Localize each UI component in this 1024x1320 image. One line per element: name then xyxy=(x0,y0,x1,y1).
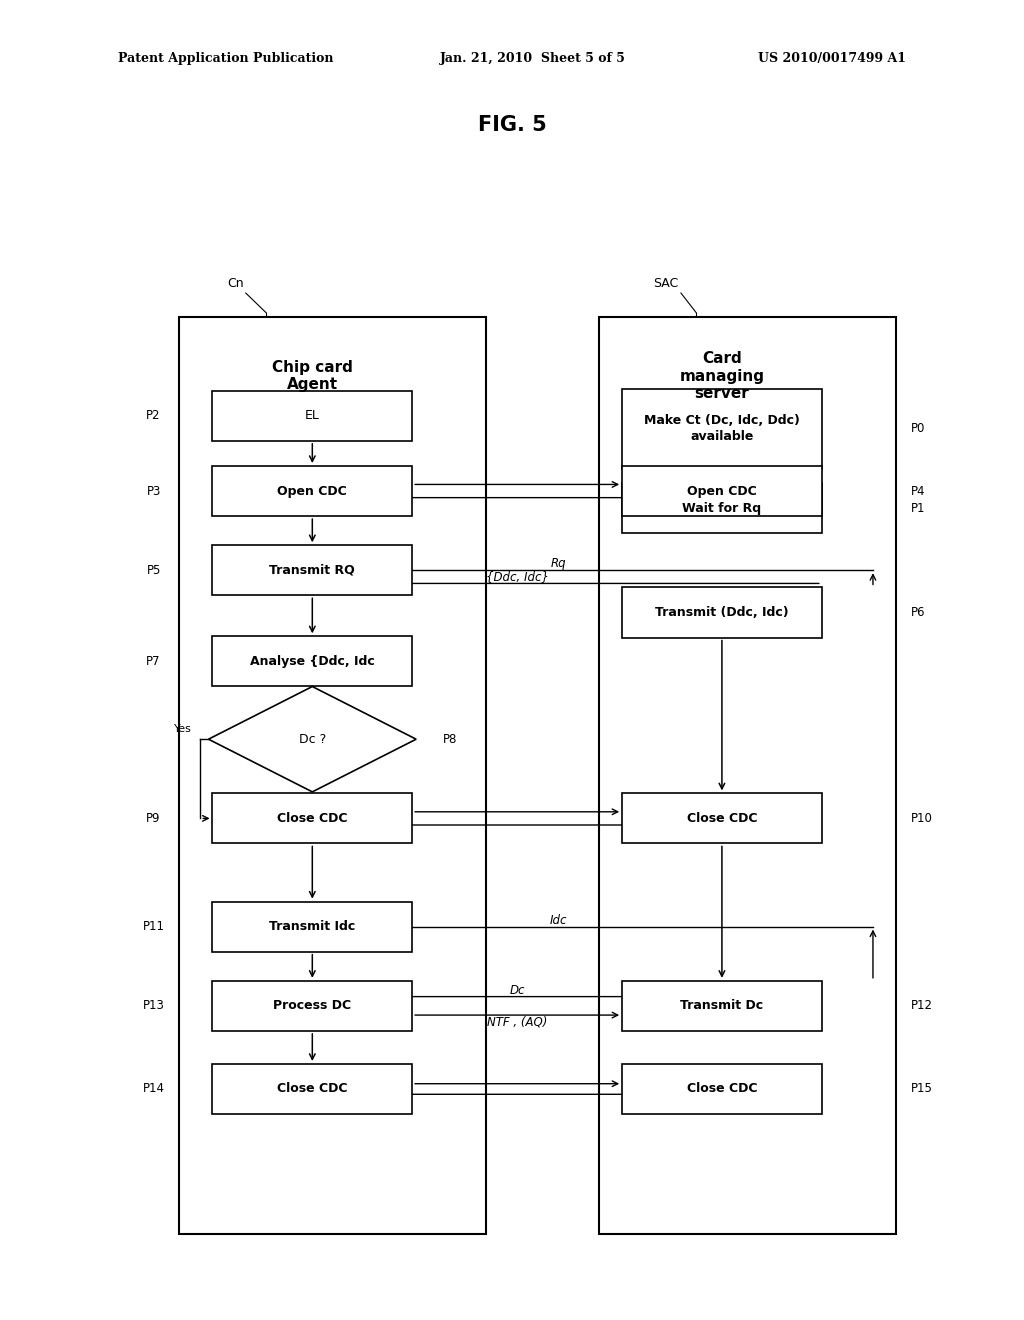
Text: Cn: Cn xyxy=(227,277,244,290)
Text: Transmit Dc: Transmit Dc xyxy=(680,999,764,1012)
Bar xyxy=(622,389,821,469)
Bar xyxy=(622,1064,821,1114)
Bar xyxy=(213,545,412,595)
Text: P2: P2 xyxy=(146,409,161,422)
Bar xyxy=(213,902,412,952)
Text: P13: P13 xyxy=(142,999,165,1012)
Text: Transmit (Ddc, Idc): Transmit (Ddc, Idc) xyxy=(655,606,788,619)
Text: Yes: Yes xyxy=(174,723,193,734)
Text: Rq: Rq xyxy=(550,557,566,570)
Text: P4: P4 xyxy=(911,484,926,498)
Bar xyxy=(213,981,412,1031)
Text: Open CDC: Open CDC xyxy=(687,484,757,498)
Text: P8: P8 xyxy=(442,733,458,746)
Text: FIG. 5: FIG. 5 xyxy=(477,115,547,136)
Text: P1: P1 xyxy=(911,502,926,515)
Text: Analyse {Ddc, Idc: Analyse {Ddc, Idc xyxy=(250,655,375,668)
Text: Close CDC: Close CDC xyxy=(687,1082,757,1096)
Text: Close CDC: Close CDC xyxy=(278,1082,347,1096)
Text: Card
managing
server: Card managing server xyxy=(679,351,765,401)
Bar xyxy=(213,793,412,843)
Bar xyxy=(213,636,412,686)
Text: no: no xyxy=(328,813,342,824)
Text: US 2010/0017499 A1: US 2010/0017499 A1 xyxy=(758,51,906,65)
Text: P6: P6 xyxy=(911,606,926,619)
Text: Open CDC: Open CDC xyxy=(278,484,347,498)
Text: Jan. 21, 2010  Sheet 5 of 5: Jan. 21, 2010 Sheet 5 of 5 xyxy=(440,51,627,65)
Bar xyxy=(622,466,821,516)
Text: Chip card
Agent: Chip card Agent xyxy=(272,360,352,392)
Text: P11: P11 xyxy=(142,920,165,933)
Text: Patent Application Publication: Patent Application Publication xyxy=(118,51,333,65)
Text: P15: P15 xyxy=(911,1082,933,1096)
Text: P14: P14 xyxy=(142,1082,165,1096)
Bar xyxy=(179,317,486,1234)
Bar xyxy=(622,587,821,638)
Text: Wait for Rq: Wait for Rq xyxy=(682,502,762,515)
Text: Idc: Idc xyxy=(549,913,567,927)
Bar xyxy=(622,483,821,533)
Text: P0: P0 xyxy=(911,422,926,436)
Text: EL: EL xyxy=(305,409,319,422)
Text: Process DC: Process DC xyxy=(273,999,351,1012)
Bar xyxy=(599,317,896,1234)
Text: P7: P7 xyxy=(146,655,161,668)
Text: Close CDC: Close CDC xyxy=(278,812,347,825)
Text: P9: P9 xyxy=(146,812,161,825)
Text: Dc ?: Dc ? xyxy=(299,733,326,746)
Text: P10: P10 xyxy=(911,812,933,825)
Bar xyxy=(622,793,821,843)
Text: SAC: SAC xyxy=(653,277,678,290)
Text: {Ddc, Idc}: {Ddc, Idc} xyxy=(485,570,549,583)
Bar xyxy=(213,466,412,516)
Text: NTF , (AQ): NTF , (AQ) xyxy=(487,1015,547,1028)
Text: Make Ct (Dc, Idc, Ddc)
available: Make Ct (Dc, Idc, Ddc) available xyxy=(644,414,800,444)
Bar xyxy=(213,1064,412,1114)
Text: Dc: Dc xyxy=(509,983,525,997)
Bar xyxy=(213,391,412,441)
Text: Transmit Idc: Transmit Idc xyxy=(269,920,355,933)
Polygon shape xyxy=(209,686,416,792)
Text: P3: P3 xyxy=(146,484,161,498)
Text: P5: P5 xyxy=(146,564,161,577)
Text: P12: P12 xyxy=(911,999,933,1012)
Bar xyxy=(622,981,821,1031)
Text: Close CDC: Close CDC xyxy=(687,812,757,825)
Text: Transmit RQ: Transmit RQ xyxy=(269,564,355,577)
